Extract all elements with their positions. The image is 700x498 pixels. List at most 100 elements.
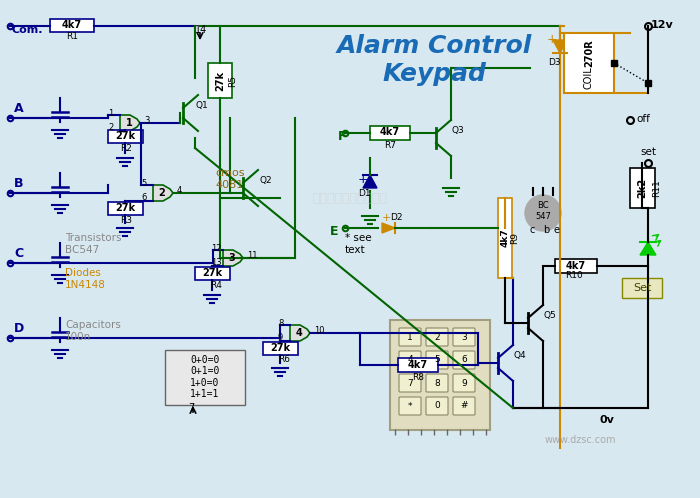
Text: 4k7: 4k7: [62, 20, 82, 30]
Text: R6: R6: [278, 356, 290, 365]
FancyBboxPatch shape: [399, 351, 421, 369]
Text: www.dzsc.com: www.dzsc.com: [545, 435, 616, 445]
FancyBboxPatch shape: [426, 351, 448, 369]
Text: Q2: Q2: [259, 176, 272, 185]
Text: 14: 14: [195, 25, 207, 35]
Text: 4: 4: [295, 328, 302, 338]
Text: R4: R4: [210, 281, 222, 290]
Text: 10: 10: [314, 326, 325, 335]
Text: F: F: [338, 130, 346, 143]
Text: 5: 5: [141, 179, 146, 188]
FancyBboxPatch shape: [50, 19, 94, 32]
Text: 1: 1: [125, 118, 132, 128]
Text: R2: R2: [120, 143, 132, 152]
FancyBboxPatch shape: [390, 320, 490, 430]
Text: 7: 7: [188, 403, 195, 413]
Text: 27k: 27k: [202, 268, 222, 278]
Text: Q5: Q5: [544, 311, 556, 320]
Text: 4k7: 4k7: [500, 229, 510, 248]
Text: cmos
4081: cmos 4081: [215, 168, 244, 190]
FancyBboxPatch shape: [370, 126, 410, 140]
Text: 3: 3: [461, 333, 467, 342]
Text: 3: 3: [229, 253, 235, 263]
Text: R3: R3: [120, 216, 132, 225]
Text: +: +: [358, 173, 369, 186]
Text: +: +: [382, 213, 391, 223]
Text: 8: 8: [434, 378, 440, 387]
FancyBboxPatch shape: [426, 328, 448, 346]
Text: R7: R7: [384, 140, 396, 149]
FancyBboxPatch shape: [399, 374, 421, 392]
Text: 0: 0: [434, 401, 440, 410]
Text: 2: 2: [159, 188, 165, 198]
Text: 4k7: 4k7: [408, 360, 428, 370]
Text: D2: D2: [390, 213, 402, 222]
Text: 7: 7: [407, 378, 413, 387]
Text: 4k7: 4k7: [380, 127, 400, 137]
Polygon shape: [382, 223, 395, 233]
Text: 27k: 27k: [270, 343, 290, 353]
FancyBboxPatch shape: [426, 374, 448, 392]
Text: 4: 4: [407, 356, 413, 365]
Text: 0v: 0v: [600, 415, 615, 425]
Text: 13: 13: [211, 258, 222, 267]
Circle shape: [525, 195, 561, 231]
Text: 9: 9: [278, 333, 284, 342]
Text: +: +: [547, 33, 558, 46]
Text: 6: 6: [141, 193, 146, 202]
Polygon shape: [120, 115, 140, 131]
Text: Q4: Q4: [514, 351, 526, 360]
Text: R9: R9: [510, 232, 519, 244]
Text: D3: D3: [548, 58, 561, 67]
Text: set: set: [640, 147, 656, 157]
Text: 270R: 270R: [584, 39, 594, 67]
Text: R1: R1: [66, 31, 78, 40]
Text: 27k: 27k: [215, 71, 225, 91]
Text: 11: 11: [247, 251, 258, 260]
Polygon shape: [223, 250, 243, 266]
Text: R11: R11: [652, 179, 662, 197]
FancyBboxPatch shape: [426, 397, 448, 415]
Text: R8: R8: [412, 373, 424, 381]
Text: COIL: COIL: [584, 67, 594, 89]
FancyBboxPatch shape: [453, 397, 475, 415]
Text: #: #: [461, 401, 468, 410]
FancyBboxPatch shape: [498, 198, 512, 278]
Text: R10: R10: [565, 271, 582, 280]
Text: Alarm Control
Keypad: Alarm Control Keypad: [336, 34, 532, 86]
Text: R5: R5: [228, 75, 237, 87]
Text: 2k2: 2k2: [637, 178, 647, 198]
Polygon shape: [153, 185, 173, 201]
Text: 5: 5: [434, 356, 440, 365]
Polygon shape: [290, 325, 310, 341]
Text: Set: Set: [633, 283, 651, 293]
Text: 9: 9: [461, 378, 467, 387]
Polygon shape: [640, 242, 656, 255]
FancyBboxPatch shape: [622, 278, 662, 298]
FancyBboxPatch shape: [399, 397, 421, 415]
Text: * see
text: * see text: [345, 234, 372, 255]
FancyBboxPatch shape: [564, 33, 614, 93]
Text: c: c: [529, 225, 534, 235]
Text: B: B: [14, 177, 24, 190]
Text: e: e: [553, 225, 559, 235]
FancyBboxPatch shape: [555, 259, 597, 273]
Text: Q1: Q1: [196, 101, 209, 110]
Text: 12v: 12v: [651, 20, 673, 30]
Text: 27k: 27k: [115, 203, 135, 213]
Text: 1: 1: [108, 109, 113, 118]
Text: 3: 3: [144, 116, 149, 125]
FancyBboxPatch shape: [195, 267, 230, 280]
FancyBboxPatch shape: [263, 342, 298, 355]
Text: *: *: [407, 401, 412, 410]
FancyBboxPatch shape: [208, 63, 232, 98]
Text: C: C: [14, 247, 23, 260]
Text: BC
547: BC 547: [535, 201, 551, 221]
Text: 4: 4: [177, 186, 182, 195]
Text: 6: 6: [461, 356, 467, 365]
Text: D: D: [14, 322, 24, 335]
FancyBboxPatch shape: [453, 328, 475, 346]
Text: Q3: Q3: [452, 126, 465, 135]
Text: A: A: [14, 102, 24, 115]
Polygon shape: [553, 40, 567, 53]
